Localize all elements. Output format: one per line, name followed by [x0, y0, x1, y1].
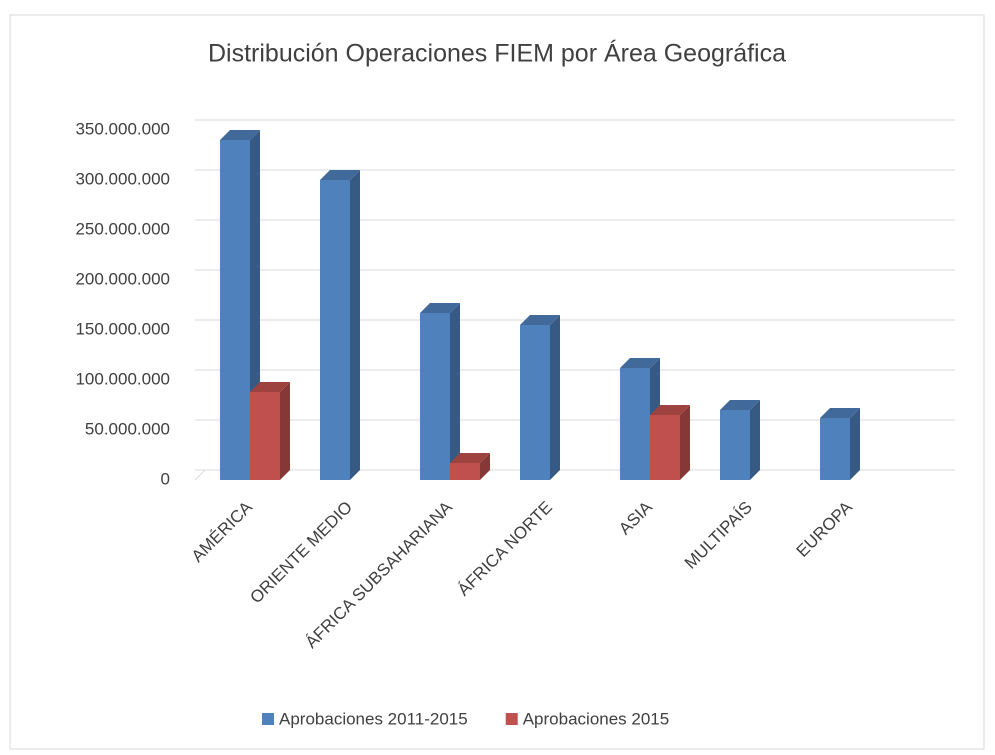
- bar: [820, 408, 860, 480]
- bar-front: [250, 392, 280, 480]
- bar-front: [650, 415, 680, 480]
- bar-top: [220, 130, 260, 140]
- bar-side: [750, 400, 760, 480]
- bar-side: [280, 382, 290, 480]
- bar-top: [450, 453, 490, 463]
- bar: [320, 170, 360, 480]
- bar-front: [420, 313, 450, 480]
- bar-top: [320, 170, 360, 180]
- chart-title: Distribución Operaciones FIEM por Área G…: [208, 39, 786, 68]
- bar-side: [550, 315, 560, 480]
- bar: [420, 303, 460, 480]
- y-tick-label: 350.000.000: [75, 119, 170, 138]
- y-tick-label: 200.000.000: [75, 269, 170, 288]
- bar-top: [720, 400, 760, 410]
- bar-top: [820, 408, 860, 418]
- bar-top: [520, 315, 560, 325]
- bar: [520, 315, 560, 480]
- bar-side: [680, 405, 690, 480]
- legend-swatch: [505, 713, 518, 725]
- bar-front: [720, 410, 750, 480]
- legend-label: Aprobaciones 2015: [523, 709, 670, 728]
- bar-side: [480, 453, 490, 480]
- bar: [720, 400, 760, 480]
- bar-side: [850, 408, 860, 480]
- bar: [650, 405, 690, 480]
- bar-front: [820, 418, 850, 480]
- bar-front: [450, 463, 480, 480]
- bar: [250, 382, 290, 480]
- bar-side: [450, 303, 460, 480]
- bar-front: [520, 325, 550, 480]
- bar-side: [350, 170, 360, 480]
- bar-top: [420, 303, 460, 313]
- legend-swatch: [262, 713, 274, 725]
- bar-top: [250, 382, 290, 392]
- bar-front: [620, 368, 650, 480]
- y-tick-label: 100.000.000: [75, 369, 170, 388]
- bar-top: [620, 358, 660, 368]
- x-axis: [194, 469, 206, 481]
- y-tick-label: 250.000.000: [75, 219, 170, 238]
- bar: [450, 453, 490, 480]
- legend-label: Aprobaciones 2011-2015: [279, 709, 468, 728]
- chart-border: [9, 14, 985, 750]
- y-tick-label: 0: [161, 469, 170, 488]
- y-tick-label: 150.000.000: [75, 319, 170, 338]
- bar: [620, 358, 660, 480]
- bar-front: [320, 180, 350, 480]
- bar-top: [650, 405, 690, 415]
- bar-front: [220, 140, 250, 480]
- y-tick-label: 300.000.000: [75, 169, 170, 188]
- y-tick-label: 50.000.000: [85, 419, 170, 438]
